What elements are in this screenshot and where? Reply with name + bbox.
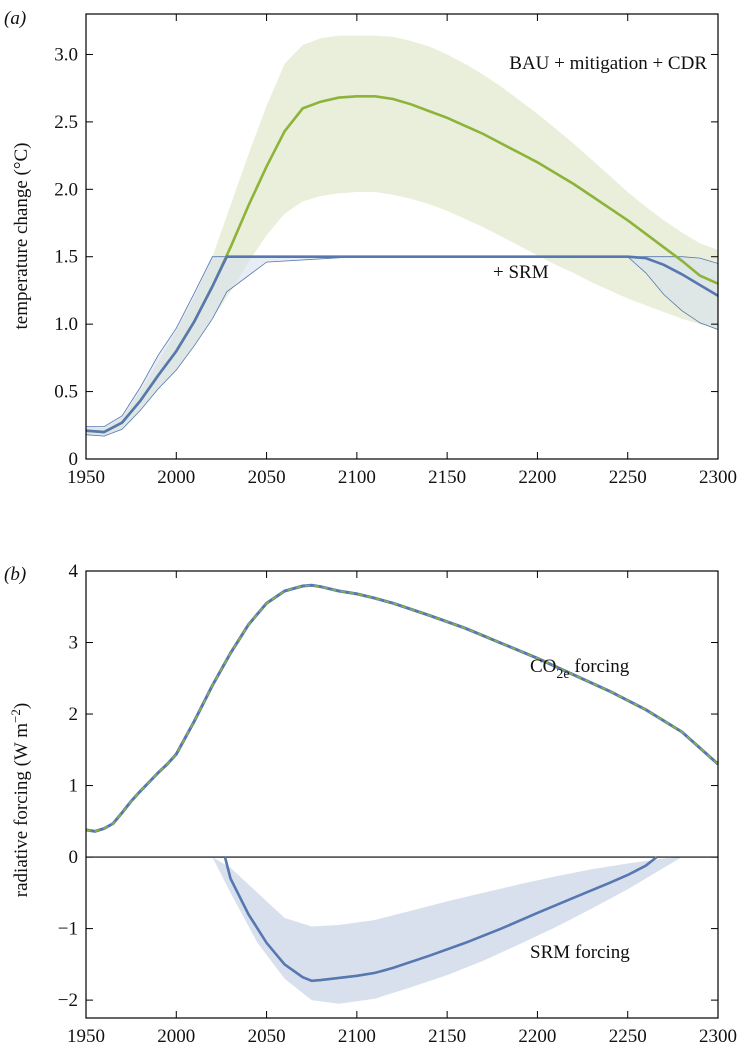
temperature-series-lines — [85, 95, 719, 434]
temperature-chart: (a) 1950 2000 2050 2100 2150 2200 2250 2300 0 0.5… — [4, 8, 737, 488]
temp-x-tick-label: 2150 — [428, 467, 466, 488]
temp-y-tick-label: 3.0 — [54, 44, 78, 65]
temp-x-tick-label: 2200 — [518, 467, 556, 488]
y-axis-title-a: temperature change (°C) — [11, 143, 32, 330]
srm-series-line — [85, 255, 719, 434]
temp-x-tick-label: 2000 — [157, 467, 195, 488]
temp-y-tick-label: 0.5 — [54, 382, 78, 403]
co2e-forcing-line — [85, 583, 719, 833]
forcing-x-tick-label: 1950 — [67, 1026, 105, 1047]
annotation-bau: BAU + mitigation + CDR — [509, 53, 707, 74]
forcing-x-tick-label: 2100 — [338, 1026, 376, 1047]
temperature-uncertainty-bands — [85, 35, 719, 437]
forcing-y-tick-label: 3 — [69, 633, 79, 654]
annotation-co2e-rest: forcing — [570, 656, 630, 677]
forcing-x-tick-label: 2000 — [157, 1026, 195, 1047]
temp-x-tick-label: 1950 — [67, 467, 105, 488]
forcing-x-tick-label: 2150 — [428, 1026, 466, 1047]
srm-forcing-line — [223, 856, 658, 983]
temp-y-tick-label: 2.0 — [54, 179, 78, 200]
temp-x-tick-label: 2100 — [338, 467, 376, 488]
forcing-y-tick-label: 4 — [69, 561, 79, 582]
bau-uncertainty-band — [86, 35, 718, 437]
panel-label-a: (a) — [4, 8, 26, 29]
forcing-axis-ticks: 1950 2000 2050 2100 2150 2200 2250 2300 −2 −1 0 1 2 3… — [58, 561, 737, 1047]
forcing-uncertainty-bands — [212, 857, 682, 1004]
temp-x-tick-label: 2300 — [699, 467, 737, 488]
y-axis-title-b-main: radiative forcing (W m — [11, 723, 32, 897]
forcing-y-tick-label: −1 — [58, 919, 78, 940]
forcing-series-lines — [85, 583, 719, 983]
annotation-srm: + SRM — [493, 262, 549, 283]
temp-y-tick-label: 1.5 — [54, 247, 78, 268]
annotation-co2e-sub: 2e — [556, 667, 569, 682]
forcing-chart: (b) 1950 2000 2050 2100 2150 2200 2250 2300 −2 −1… — [4, 561, 737, 1047]
forcing-x-tick-label: 2200 — [518, 1026, 556, 1047]
plot-frame-a — [85, 13, 719, 460]
annotation-co2e-main: CO — [530, 656, 556, 677]
forcing-x-tick-label: 2250 — [609, 1026, 647, 1047]
y-axis-title-b-sup: −2 — [8, 709, 23, 723]
annotation-co2e: CO2e forcing — [530, 656, 630, 682]
temp-y-tick-label: 0 — [69, 449, 79, 470]
plot-frame-b — [85, 570, 719, 1019]
forcing-y-tick-label: −2 — [58, 990, 78, 1011]
co2e-forcing-dash — [85, 584, 719, 833]
temp-x-tick-label: 2250 — [609, 467, 647, 488]
panel-label-b: (b) — [4, 564, 26, 585]
forcing-y-tick-label: 2 — [69, 704, 79, 725]
forcing-y-tick-label: 0 — [69, 847, 79, 868]
temperature-axis-ticks: 1950 2000 2050 2100 2150 2200 2250 2300 0 0.5 1.0 1… — [54, 14, 737, 488]
temp-x-tick-label: 2050 — [248, 467, 286, 488]
forcing-x-tick-label: 2300 — [699, 1026, 737, 1047]
srm-forcing-band — [212, 857, 682, 1004]
temp-y-tick-label: 1.0 — [54, 314, 78, 335]
annotation-srm-forcing: SRM forcing — [530, 942, 630, 963]
y-axis-title-b: radiative forcing (W m−2) — [8, 703, 32, 897]
y-axis-title-b-close: ) — [11, 703, 32, 709]
forcing-y-tick-label: 1 — [69, 776, 79, 797]
temp-y-tick-label: 2.5 — [54, 112, 78, 133]
forcing-x-tick-label: 2050 — [248, 1026, 286, 1047]
